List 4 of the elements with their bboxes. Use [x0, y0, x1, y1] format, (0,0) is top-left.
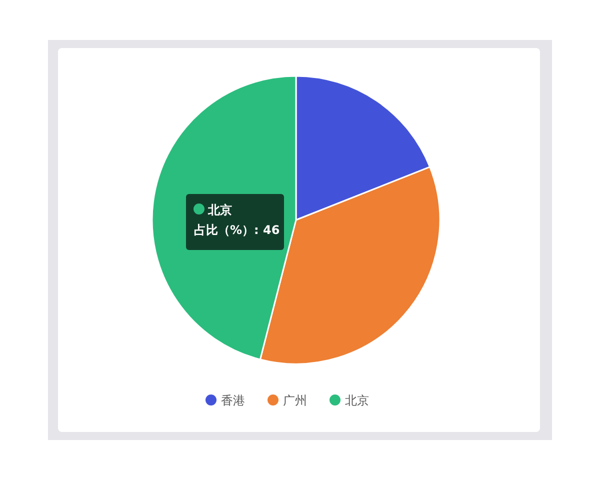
legend-label: 广州: [283, 394, 307, 408]
legend-label: 香港: [221, 394, 245, 408]
tooltip: 北京 占比（%）: 46: [186, 194, 284, 250]
legend-label: 北京: [345, 394, 369, 408]
